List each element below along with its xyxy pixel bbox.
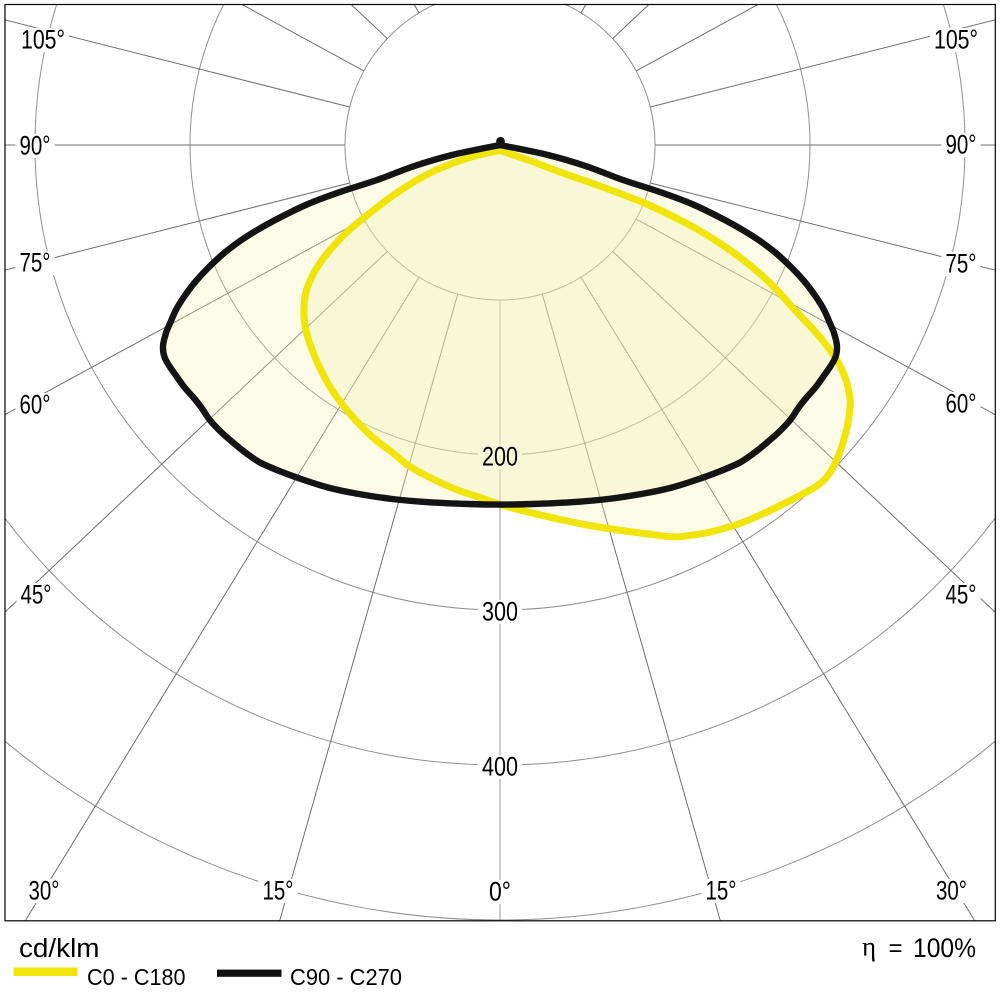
- svg-text:105°: 105°: [934, 25, 978, 55]
- svg-text:60°: 60°: [20, 390, 51, 420]
- svg-text:30°: 30°: [29, 876, 60, 906]
- svg-text:cd/klm: cd/klm: [19, 935, 100, 963]
- svg-text:30°: 30°: [936, 876, 967, 906]
- svg-text:45°: 45°: [946, 580, 977, 610]
- svg-text:400: 400: [482, 752, 518, 782]
- svg-text:=: =: [889, 935, 903, 962]
- svg-text:75°: 75°: [946, 249, 977, 279]
- svg-text:100%: 100%: [913, 933, 976, 963]
- svg-text:90°: 90°: [946, 130, 977, 160]
- svg-text:0°: 0°: [489, 877, 511, 907]
- svg-text:105°: 105°: [21, 25, 65, 55]
- svg-text:90°: 90°: [20, 131, 51, 161]
- svg-text:60°: 60°: [946, 389, 977, 419]
- svg-text:200: 200: [482, 442, 518, 472]
- svg-text:15°: 15°: [706, 876, 737, 906]
- svg-text:C90 - C270: C90 - C270: [290, 964, 402, 990]
- svg-text:15°: 15°: [263, 876, 294, 906]
- svg-text:45°: 45°: [21, 580, 52, 610]
- svg-text:75°: 75°: [20, 248, 51, 278]
- svg-text:η: η: [862, 932, 876, 962]
- svg-text:300: 300: [482, 597, 518, 627]
- svg-text:C0 - C180: C0 - C180: [87, 964, 186, 990]
